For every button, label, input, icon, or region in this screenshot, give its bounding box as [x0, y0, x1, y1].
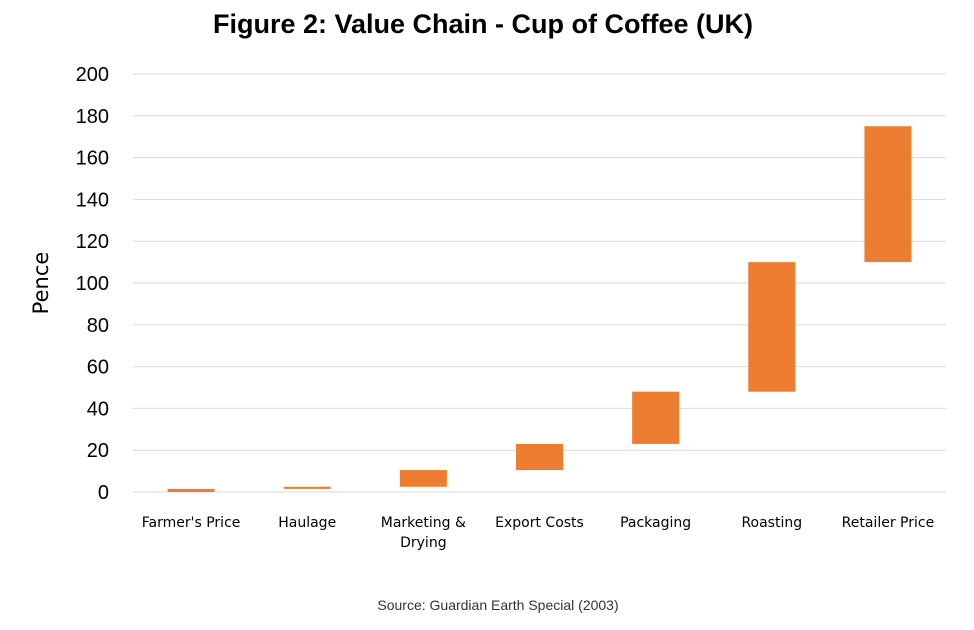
- y-tick-label: 180: [76, 106, 109, 128]
- x-tick-label: Marketing & Drying: [381, 515, 466, 551]
- x-axis-ticks: Farmer's Price Haulage Marketing & Drying Ex…: [142, 515, 934, 551]
- gridlines: [133, 73, 946, 493]
- y-tick-label: 200: [76, 64, 109, 86]
- x-tick-label: Roasting: [741, 515, 802, 531]
- bar: [864, 126, 912, 263]
- x-tick-label: Retailer Price: [842, 515, 935, 531]
- source-note: Source: Guardian Earth Special (2003): [377, 597, 618, 613]
- y-tick-label: 60: [87, 357, 109, 379]
- y-tick-label: 120: [76, 231, 109, 253]
- bar: [283, 486, 331, 489]
- y-tick-label: 100: [76, 273, 109, 295]
- x-tick-label: Packaging: [620, 515, 691, 531]
- x-tick-label: Farmer's Price: [142, 515, 241, 531]
- bar: [399, 470, 447, 487]
- chart-title: Figure 2: Value Chain - Cup of Coffee (U…: [213, 9, 753, 39]
- bar: [748, 262, 796, 392]
- x-tick-label: Export Costs: [495, 515, 584, 531]
- y-tick-label: 140: [76, 189, 109, 211]
- bars: [167, 126, 912, 492]
- y-tick-label: 80: [87, 315, 109, 337]
- bar: [516, 443, 563, 471]
- y-axis-ticks: 0 20 40 60 80 100 120 140 160 180 200: [76, 64, 109, 504]
- y-tick-label: 20: [87, 440, 109, 462]
- bar: [167, 488, 215, 492]
- y-tick-label: 40: [87, 398, 109, 420]
- y-tick-label: 160: [76, 148, 109, 170]
- y-tick-label: 0: [98, 482, 109, 504]
- y-axis-label: Pence: [29, 252, 53, 315]
- bar: [632, 391, 680, 444]
- x-tick-label: Haulage: [278, 515, 336, 531]
